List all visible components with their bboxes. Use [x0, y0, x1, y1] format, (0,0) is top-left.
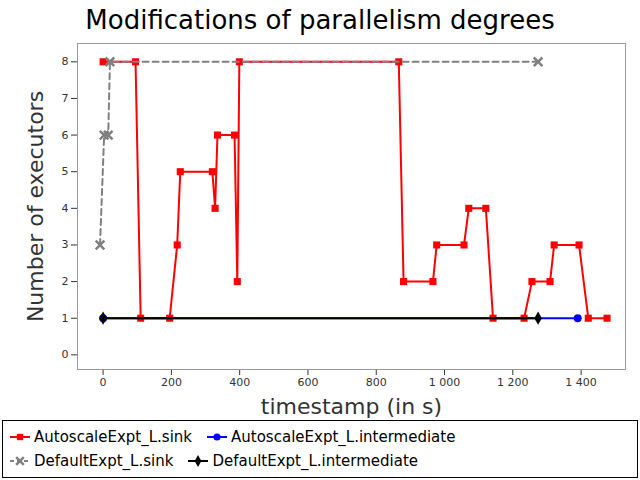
html-text:AutoscaleExpt_L.intermediate: AutoscaleExpt_L.intermediate: [231, 428, 456, 446]
svg-text:1: 1: [62, 312, 69, 325]
html-text:Modifications of parallelism d: Modifications of parallelism degrees: [85, 5, 555, 35]
svg-text:3: 3: [62, 238, 69, 251]
svg-text:8: 8: [62, 55, 69, 68]
svg-text:1 000: 1 000: [429, 376, 461, 389]
svg-text:4: 4: [62, 202, 69, 215]
svg-text:7: 7: [62, 92, 69, 105]
html-text:AutoscaleExpt_L.sink: AutoscaleExpt_L.sink: [34, 428, 192, 446]
svg-text:0: 0: [100, 376, 107, 389]
html-text:DefaultExpt_L.sink: DefaultExpt_L.sink: [34, 452, 174, 470]
svg-text:1 400: 1 400: [565, 376, 597, 389]
svg-text:6: 6: [62, 129, 69, 142]
svg-text:timestamp (in s): timestamp (in s): [261, 394, 442, 419]
svg-text:2: 2: [62, 275, 69, 288]
svg-text:5: 5: [62, 165, 69, 178]
html-text:DefaultExpt_L.intermediate: DefaultExpt_L.intermediate: [212, 452, 419, 470]
svg-text:600: 600: [297, 376, 318, 389]
svg-text:Number of executors: Number of executors: [23, 91, 48, 322]
svg-text:200: 200: [161, 376, 182, 389]
svg-text:1 200: 1 200: [497, 376, 529, 389]
svg-text:800: 800: [366, 376, 387, 389]
svg-text:400: 400: [229, 376, 250, 389]
svg-text:0: 0: [62, 348, 69, 361]
